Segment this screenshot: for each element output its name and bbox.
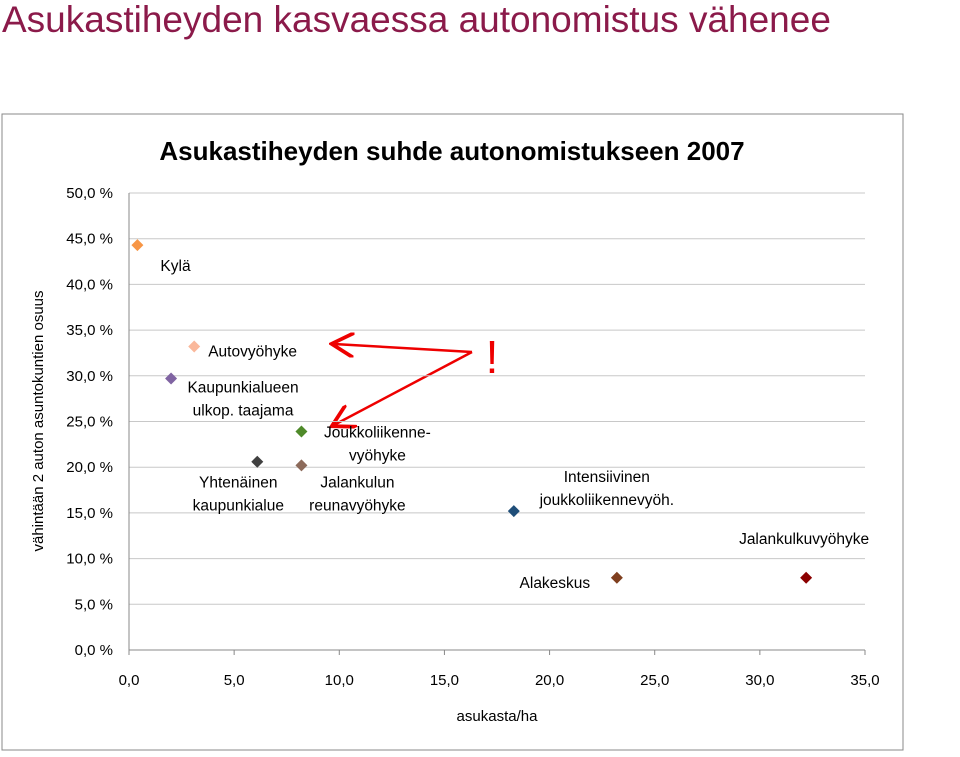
point-label: Kaupunkialueen bbox=[187, 380, 298, 397]
y-axis-label: vähintään 2 auton asuntokuntien osuus bbox=[30, 290, 47, 551]
point-label: Jalankulkuvyöhyke bbox=[739, 531, 869, 548]
y-tick-label: 35,0 % bbox=[66, 322, 113, 339]
point bbox=[610, 571, 623, 584]
arrow bbox=[334, 344, 473, 352]
point-label: Kylä bbox=[160, 258, 191, 275]
x-tick-label: 25,0 bbox=[640, 672, 669, 689]
point bbox=[131, 239, 144, 252]
point-label: reunavyöhyke bbox=[309, 497, 406, 514]
point bbox=[800, 571, 813, 584]
point bbox=[295, 459, 308, 472]
point-label: Yhtenäinen bbox=[199, 475, 277, 492]
y-tick-label: 15,0 % bbox=[66, 505, 113, 522]
y-tick-label: 20,0 % bbox=[66, 459, 113, 476]
arrow bbox=[334, 350, 473, 425]
chart-title: Asukastiheyden suhde autonomistukseen 20… bbox=[159, 136, 744, 166]
x-tick-label: 0,0 bbox=[119, 672, 140, 689]
plot: 0,0 % 5,0 % 10,0 % 15,0 % 20,0 % 25,0 % 30,0 %… bbox=[66, 185, 879, 689]
annotation: ! bbox=[486, 331, 499, 383]
point bbox=[507, 505, 520, 518]
point-label: Alakeskus bbox=[520, 575, 591, 592]
point bbox=[188, 340, 201, 353]
y-tick-label: 25,0 % bbox=[66, 414, 113, 431]
y-tick-label: 10,0 % bbox=[66, 551, 113, 568]
x-axis-label: asukasta/ha bbox=[457, 708, 539, 725]
x-tick-label: 5,0 bbox=[224, 672, 245, 689]
point-label: Intensiivinen bbox=[564, 469, 650, 486]
point-label: joukkoliikennevyöh. bbox=[539, 492, 674, 509]
point-label: vyöhyke bbox=[349, 448, 406, 465]
chart-frame bbox=[1, 113, 904, 751]
y-tick-label: 40,0 % bbox=[66, 276, 113, 293]
x-tick-label: 30,0 bbox=[745, 672, 774, 689]
slide-title: Asukastiheyden kasvaessa autonomistus vä… bbox=[2, 0, 831, 40]
y-tick-label: 0,0 % bbox=[75, 642, 113, 659]
point-label: ulkop. taajama bbox=[193, 403, 294, 420]
x-tick-label: 10,0 bbox=[325, 672, 354, 689]
point bbox=[165, 372, 178, 385]
point-label: Jalankulun bbox=[320, 474, 394, 491]
y-tick-label: 50,0 % bbox=[66, 185, 113, 202]
x-tick-label: 15,0 bbox=[430, 672, 459, 689]
y-tick-label: 30,0 % bbox=[66, 368, 113, 385]
y-tick-label: 45,0 % bbox=[66, 231, 113, 248]
point-label: Autovyöhyke bbox=[208, 344, 297, 361]
point-label: Joukkoliikenne- bbox=[324, 425, 431, 442]
point-label: kaupunkialue bbox=[193, 498, 284, 515]
x-tick-label: 35,0 bbox=[850, 672, 879, 689]
point bbox=[295, 425, 308, 438]
point bbox=[251, 455, 264, 468]
x-tick-label: 20,0 bbox=[535, 672, 564, 689]
y-tick-label: 5,0 % bbox=[75, 596, 113, 613]
